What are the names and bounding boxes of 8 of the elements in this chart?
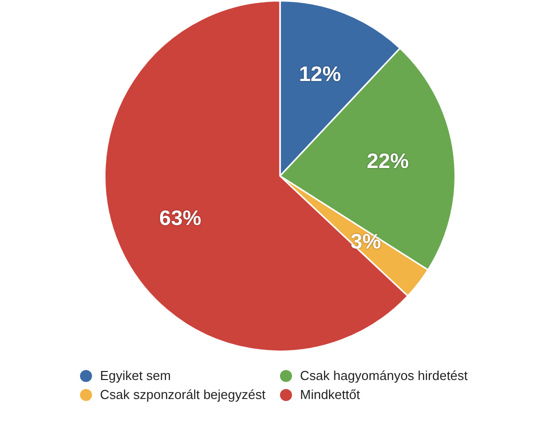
data-label: 12%	[298, 62, 342, 86]
data-label: 3%	[350, 230, 382, 254]
legend-label: Csak szponzorált bejegyzést	[100, 387, 266, 402]
legend-label: Egyiket sem	[100, 368, 171, 383]
data-label: 22%	[366, 150, 410, 174]
data-label: 63%	[159, 206, 202, 230]
legend-label: Csak hagyományos hirdetést	[300, 368, 468, 383]
legend-label: Mindkettőt	[300, 387, 360, 402]
